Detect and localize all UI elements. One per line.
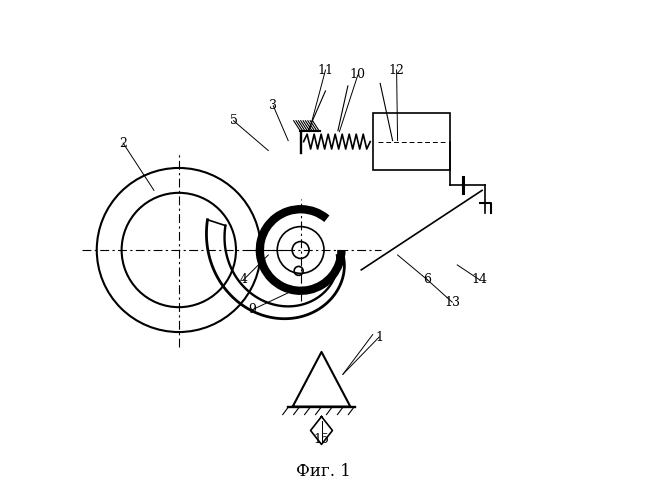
Text: 10: 10: [349, 68, 366, 82]
Text: 3: 3: [269, 100, 277, 112]
Text: 9: 9: [249, 303, 256, 316]
Text: 11: 11: [317, 64, 333, 76]
Text: 1: 1: [375, 330, 383, 344]
Text: 12: 12: [389, 64, 404, 76]
Text: 4: 4: [240, 274, 247, 286]
Text: 5: 5: [229, 114, 238, 127]
Text: 13: 13: [444, 296, 461, 308]
Text: 15: 15: [313, 434, 329, 446]
Text: 6: 6: [423, 274, 432, 286]
Text: 2: 2: [119, 136, 127, 149]
Bar: [373, 114, 450, 170]
Text: Фиг. 1: Фиг. 1: [296, 463, 350, 480]
Text: 14: 14: [472, 274, 488, 286]
